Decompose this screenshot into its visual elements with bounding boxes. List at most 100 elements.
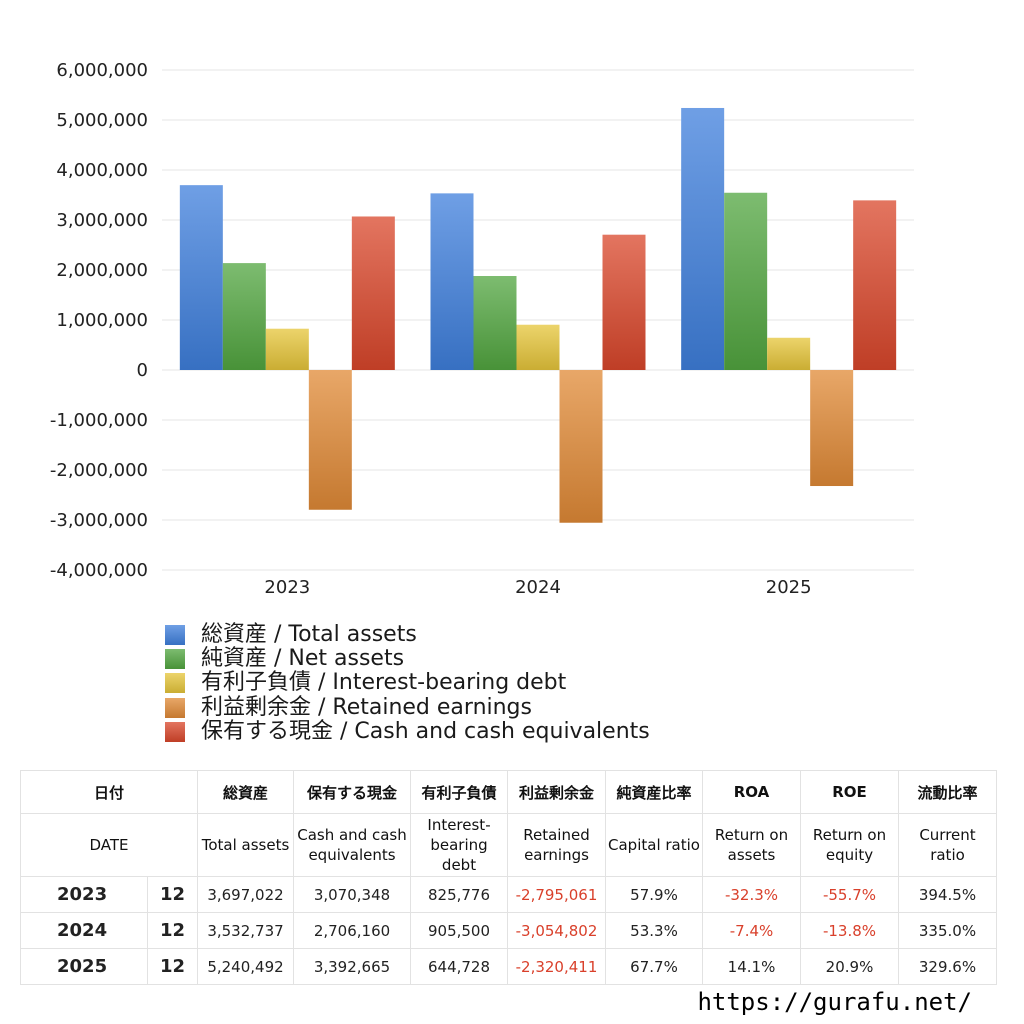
bars <box>179 107 897 523</box>
row-year: 2025 <box>20 948 148 985</box>
grid-lines <box>162 69 914 571</box>
y-tick-label: 6,000,000 <box>56 60 148 81</box>
header-cell-jp: 流動比率 <box>898 770 997 814</box>
table-cell: 20.9% <box>800 948 899 985</box>
x-axis-ticks: 2023 2024 2025 <box>264 577 811 598</box>
y-tick-label: 0 <box>137 360 148 381</box>
row-year: 2023 <box>20 876 148 913</box>
legend-swatch <box>165 697 185 718</box>
table-cell: -13.8% <box>800 912 899 949</box>
bar <box>430 193 474 370</box>
legend: 総資産 / Total assets 純資産 / Net assets 有利子負債 … <box>165 623 650 744</box>
legend-item: 保有する現金 / Cash and cash equivalents <box>165 718 650 744</box>
table-row: 2023 12 3,697,022 3,070,348 825,776 -2,795,06… <box>20 876 997 913</box>
row-month: 12 <box>147 912 198 949</box>
bar-chart: 6,000,000 5,000,000 4,000,000 3,000,000 2,00… <box>50 60 914 598</box>
legend-item: 有利子負債 / Interest-bearing debt <box>165 671 650 695</box>
bar <box>473 276 517 370</box>
site-url: https://gurafu.net/ <box>697 988 972 1016</box>
legend-label: 保有する現金 / Cash and cash equivalents <box>201 718 650 744</box>
legend-item: 総資産 / Total assets <box>165 623 650 647</box>
header-cell-en: Interest-bearing debt <box>410 813 508 877</box>
legend-label: 純資産 / Net assets <box>201 646 405 672</box>
table-cell: 14.1% <box>702 948 801 985</box>
table-cell: 3,532,737 <box>197 912 294 949</box>
legend-label: 総資産 / Total assets <box>201 622 417 648</box>
header-cell-en: Return on assets <box>702 813 801 877</box>
row-month: 12 <box>147 876 198 913</box>
legend-item: 利益剰余金 / Retained earnings <box>165 694 650 720</box>
legend-swatch <box>165 649 185 670</box>
table-cell: 394.5% <box>898 876 997 913</box>
y-tick-label: 4,000,000 <box>56 160 148 181</box>
table-cell: 3,070,348 <box>293 876 411 913</box>
bar <box>681 107 725 370</box>
table-cell: -2,795,061 <box>507 876 606 913</box>
bar <box>222 263 266 370</box>
x-tick-label: 2024 <box>515 577 561 598</box>
bar <box>516 324 560 370</box>
y-tick-label: 3,000,000 <box>56 210 148 231</box>
header-cell-jp: ROE <box>800 770 899 814</box>
table-cell: 3,392,665 <box>293 948 411 985</box>
table-cell: -3,054,802 <box>507 912 606 949</box>
header-cell-jp: 日付 <box>20 770 198 814</box>
y-tick-label: 5,000,000 <box>56 110 148 131</box>
y-tick-label: -4,000,000 <box>50 560 148 581</box>
bar <box>351 216 395 370</box>
legend-label: 有利子負債 / Interest-bearing debt <box>201 670 567 696</box>
table-row: 2024 12 3,532,737 2,706,160 905,500 -3,054,80… <box>20 912 997 949</box>
table-cell: 905,500 <box>410 912 508 949</box>
bar <box>767 337 811 370</box>
table-cell: 825,776 <box>410 876 508 913</box>
y-tick-label: 2,000,000 <box>56 260 148 281</box>
header-cell-en: Cash and cash equivalents <box>293 813 411 877</box>
bar <box>810 370 854 487</box>
bar <box>602 234 646 370</box>
row-month: 12 <box>147 948 198 985</box>
legend-item: 純資産 / Net assets <box>165 647 650 671</box>
legend-swatch <box>165 625 185 646</box>
table-cell: -2,320,411 <box>507 948 606 985</box>
table-cell: 644,728 <box>410 948 508 985</box>
table-cell: 335.0% <box>898 912 997 949</box>
header-cell-jp: ROA <box>702 770 801 814</box>
header-cell-jp: 利益剰余金 <box>507 770 606 814</box>
legend-label: 利益剰余金 / Retained earnings <box>201 694 532 720</box>
y-axis-ticks: 6,000,000 5,000,000 4,000,000 3,000,000 2,00… <box>50 60 148 581</box>
header-cell-en: Return on equity <box>800 813 899 877</box>
table-row: 2025 12 5,240,492 3,392,665 644,728 -2,320,41… <box>20 948 997 985</box>
table-cell: 53.3% <box>605 912 703 949</box>
header-cell-en: Retained earnings <box>507 813 606 877</box>
bar <box>853 200 897 370</box>
table-cell: -32.3% <box>702 876 801 913</box>
row-year: 2024 <box>20 912 148 949</box>
legend-swatch <box>165 721 185 742</box>
header-cell-jp: 純資産比率 <box>605 770 703 814</box>
header-cell-en: DATE <box>20 813 198 877</box>
table-cell: 3,697,022 <box>197 876 294 913</box>
header-cell-jp: 保有する現金 <box>293 770 411 814</box>
x-tick-label: 2025 <box>766 577 812 598</box>
y-tick-label: 1,000,000 <box>56 310 148 331</box>
bar <box>179 185 223 370</box>
table-header-english: DATE Total assets Cash and cash equivalents… <box>20 813 997 877</box>
header-cell-jp: 有利子負債 <box>410 770 508 814</box>
financial-table: 日付 総資産 保有する現金 有利子負債 利益剰余金 純資産比率 ROA ROE 流動比率 DAT… <box>20 770 997 985</box>
bar <box>724 192 768 370</box>
table-cell: -7.4% <box>702 912 801 949</box>
bar <box>308 370 352 510</box>
table-cell: 5,240,492 <box>197 948 294 985</box>
table-cell: 57.9% <box>605 876 703 913</box>
header-cell-en: Capital ratio <box>605 813 703 877</box>
x-tick-label: 2023 <box>264 577 310 598</box>
table-cell: 2,706,160 <box>293 912 411 949</box>
table-header-japanese: 日付 総資産 保有する現金 有利子負債 利益剰余金 純資産比率 ROA ROE 流動比率 <box>20 770 997 814</box>
bar <box>559 370 603 523</box>
y-tick-label: -2,000,000 <box>50 460 148 481</box>
table-cell: -55.7% <box>800 876 899 913</box>
bar <box>265 328 309 370</box>
legend-swatch <box>165 673 185 694</box>
table-cell: 329.6% <box>898 948 997 985</box>
header-cell-jp: 総資産 <box>197 770 294 814</box>
